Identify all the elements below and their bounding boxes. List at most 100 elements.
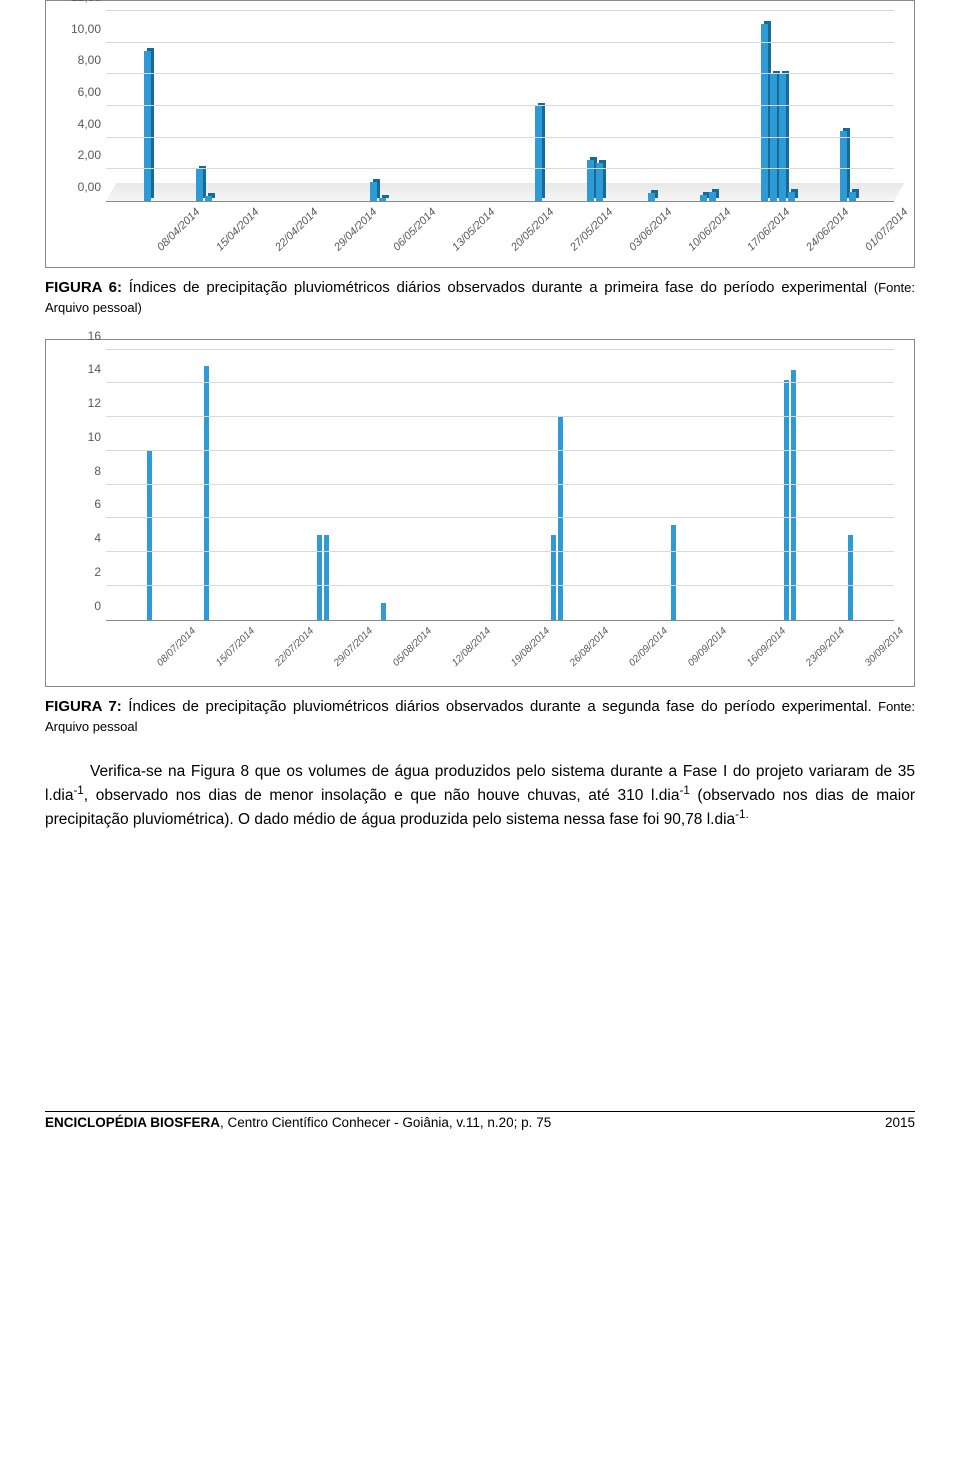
- chart-2-xlabels: 08/07/201415/07/201422/07/201429/07/2014…: [56, 621, 904, 681]
- bar-group: [535, 11, 542, 201]
- bar: [204, 366, 209, 619]
- bar: [761, 24, 768, 201]
- y-tick: 6,00: [56, 85, 101, 99]
- y-tick: 12: [56, 396, 101, 410]
- bar: [205, 196, 212, 201]
- figure-7-caption: FIGURA 7: Índices de precipitação pluvio…: [45, 697, 915, 738]
- y-tick: 10: [56, 430, 101, 444]
- x-label: 12/08/2014: [450, 661, 489, 700]
- x-label: 26/08/2014: [568, 661, 607, 700]
- figure-7-prefix: FIGURA 7:: [45, 698, 122, 715]
- y-tick: 4,00: [56, 117, 101, 131]
- gridline: [106, 416, 894, 417]
- x-label: 23/09/2014: [804, 661, 843, 700]
- chart-2-bars: [106, 350, 894, 620]
- y-tick: 0,00: [56, 180, 101, 194]
- figure-6-prefix: FIGURA 6:: [45, 279, 122, 296]
- chart-1-bars: [106, 11, 894, 201]
- x-label: 29/07/2014: [332, 661, 371, 700]
- gridline: [106, 585, 894, 586]
- bar: [587, 160, 594, 201]
- bar-group: [381, 350, 386, 620]
- gridline: [106, 349, 894, 350]
- y-tick: 6: [56, 497, 101, 511]
- y-tick: 16: [56, 329, 101, 343]
- bar-group: [700, 11, 716, 201]
- chart-2: 0246810121416 08/07/201415/07/201422/07/…: [56, 350, 904, 681]
- bar: [700, 195, 707, 201]
- chart-2-yaxis: 0246810121416: [56, 350, 101, 620]
- bar-group: [728, 350, 733, 620]
- x-label: 16/09/2014: [745, 661, 784, 700]
- bar-group: [317, 350, 329, 620]
- bar-group: [437, 350, 442, 620]
- footer-journal-bold: ENCICLOPÉDIA BIOSFERA: [45, 1115, 220, 1130]
- bar: [535, 106, 542, 201]
- bar-group: [431, 11, 438, 201]
- bar-group: [147, 350, 152, 620]
- bar: [558, 417, 563, 620]
- chart-1-yaxis: 0,002,004,006,008,0010,0012,00: [56, 11, 101, 201]
- gridline: [106, 484, 894, 485]
- bar: [551, 535, 556, 619]
- x-label: 30/09/2014: [863, 661, 902, 700]
- footer-year: 2015: [885, 1115, 915, 1130]
- y-tick: 4: [56, 531, 101, 545]
- bar: [381, 603, 386, 620]
- bar-group: [370, 11, 386, 201]
- x-label: 08/07/2014: [155, 661, 194, 700]
- y-tick: 12,00: [56, 0, 101, 4]
- y-tick: 8,00: [56, 53, 101, 67]
- bar-group: [494, 350, 499, 620]
- bar: [840, 131, 847, 201]
- bar-group: [671, 350, 676, 620]
- y-tick: 14: [56, 362, 101, 376]
- bar-group: [784, 350, 796, 620]
- x-label: 09/09/2014: [686, 661, 725, 700]
- bar: [779, 74, 786, 201]
- bar: [147, 451, 152, 620]
- figure-6-caption: FIGURA 6: Índices de precipitação pluvio…: [45, 278, 915, 319]
- chart-2-container: 0246810121416 08/07/201415/07/201422/07/…: [45, 339, 915, 687]
- chart-1-plot: 0,002,004,006,008,0010,0012,00: [106, 11, 894, 202]
- figure-7-text: Índices de precipitação pluviométricos d…: [122, 698, 878, 715]
- chart-1: 0,002,004,006,008,0010,0012,00 08/04/201…: [56, 11, 904, 262]
- bar: [370, 182, 377, 201]
- bar-group: [551, 350, 563, 620]
- y-tick: 8: [56, 464, 101, 478]
- bar: [791, 370, 796, 620]
- chart-1-container: 0,002,004,006,008,0010,0012,00 08/04/201…: [45, 0, 915, 268]
- gridline: [106, 105, 894, 106]
- y-tick: 0: [56, 599, 101, 613]
- chart-2-plot: 0246810121416: [106, 350, 894, 621]
- bar: [788, 192, 795, 202]
- bar: [379, 198, 386, 201]
- figure-6-text: Índices de precipitação pluviométricos d…: [122, 279, 874, 296]
- bar: [848, 535, 853, 619]
- page-footer: ENCICLOPÉDIA BIOSFERA, Centro Científico…: [45, 1111, 915, 1130]
- bar-group: [614, 350, 619, 620]
- bar-group: [196, 11, 212, 201]
- footer-page: 75: [532, 1115, 551, 1130]
- bar-group: [204, 350, 209, 620]
- bar-group: [587, 11, 603, 201]
- bar-group: [761, 11, 795, 201]
- body-paragraph: Verifica-se na Figura 8 que os volumes d…: [45, 762, 915, 831]
- bar: [324, 535, 329, 619]
- gridline: [106, 137, 894, 138]
- y-tick: 2: [56, 565, 101, 579]
- gridline: [106, 450, 894, 451]
- bar-group: [144, 11, 151, 201]
- x-label: 22/07/2014: [273, 661, 312, 700]
- footer-journal-rest: , Centro Científico Conhecer - Goiânia, …: [220, 1115, 532, 1130]
- x-label: 15/07/2014: [214, 661, 253, 700]
- bar-group: [318, 11, 325, 201]
- gridline: [106, 382, 894, 383]
- body-paragraph-text: Verifica-se na Figura 8 que os volumes d…: [45, 762, 915, 831]
- gridline: [106, 168, 894, 169]
- bar: [770, 74, 777, 201]
- y-tick: 2,00: [56, 148, 101, 162]
- gridline: [106, 551, 894, 552]
- bar: [196, 169, 203, 201]
- bar-group: [483, 11, 490, 201]
